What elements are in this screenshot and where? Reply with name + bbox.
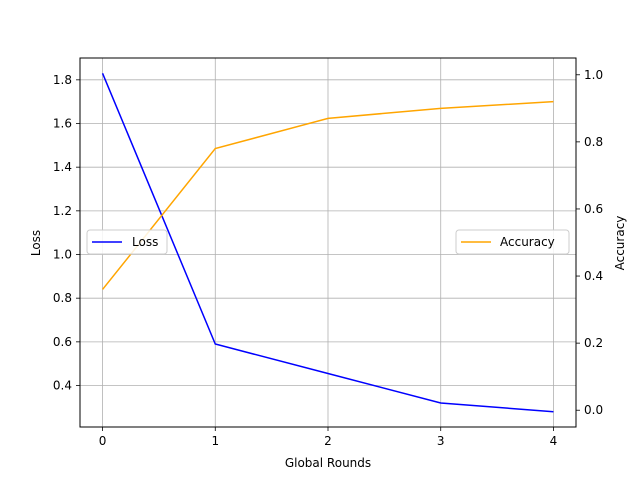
left-y-tick-label: 1.8 [53, 73, 72, 87]
left-y-axis-label: Loss [29, 230, 43, 256]
x-tick-label: 4 [550, 434, 558, 448]
legend-loss: Loss [86, 229, 168, 255]
left-y-tick-label: 1.4 [53, 160, 72, 174]
left-y-tick-label: 0.4 [53, 379, 72, 393]
left-y-tick-label: 1.0 [53, 248, 72, 262]
left-y-tick-label: 1.6 [53, 117, 72, 131]
x-tick-label: 0 [99, 434, 107, 448]
x-tick-label: 3 [437, 434, 445, 448]
legend-loss-box [86, 229, 168, 255]
right-y-tick-label: 0.8 [584, 135, 603, 149]
left-y-axis-ticks: 0.4 0.6 0.8 1.0 1.2 1.4 1.6 1.8 [53, 73, 80, 393]
right-y-tick-label: 0.0 [584, 403, 603, 417]
right-y-tick-label: 0.2 [584, 336, 603, 350]
left-y-tick-label: 0.8 [53, 291, 72, 305]
x-tick-label: 1 [211, 434, 219, 448]
legend-accuracy: Accuracy [455, 229, 570, 255]
left-y-tick-label: 0.6 [53, 335, 72, 349]
right-y-tick-label: 0.4 [584, 269, 603, 283]
right-y-axis-label: Accuracy [613, 216, 627, 271]
x-tick-label: 2 [324, 434, 332, 448]
right-y-tick-label: 1.0 [584, 68, 603, 82]
x-axis-ticks: 0 1 2 3 4 [99, 427, 558, 448]
series-lines [101, 72, 554, 413]
left-y-tick-label: 1.2 [53, 204, 72, 218]
legend-loss-label: Loss [132, 235, 158, 249]
right-y-axis-ticks: 0.0 0.2 0.4 0.6 0.8 1.0 [576, 68, 603, 417]
legend-accuracy-label: Accuracy [500, 235, 555, 249]
x-axis-label: Global Rounds [285, 456, 371, 470]
right-y-tick-label: 0.6 [584, 202, 603, 216]
legend-accuracy-box [455, 229, 570, 255]
